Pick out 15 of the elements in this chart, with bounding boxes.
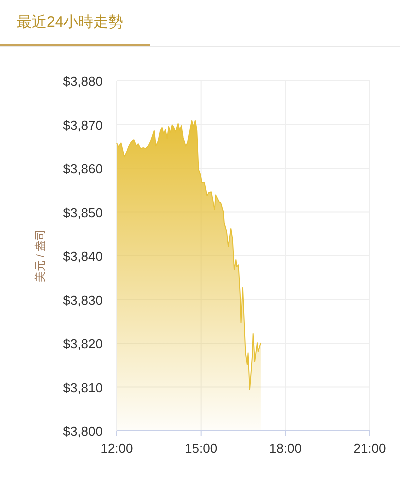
- y-tick-label: $3,830: [63, 292, 103, 308]
- x-tick-label: 21:00: [354, 441, 386, 456]
- y-tick-label: $3,840: [63, 249, 103, 264]
- x-tick-label: 18:00: [269, 441, 302, 456]
- y-tick-label: $3,850: [63, 205, 103, 220]
- y-tick-label: $3,820: [63, 336, 103, 352]
- y-tick-label: $3,880: [63, 74, 103, 89]
- chart-title: 最近24小時走勢: [17, 14, 124, 31]
- y-tick-label: $3,870: [63, 118, 103, 133]
- x-tick-label: 15:00: [185, 441, 218, 456]
- y-axis-title: 美元 / 盎司: [34, 229, 47, 283]
- y-tick-label: $3,810: [63, 380, 103, 396]
- y-tick-label: $3,800: [63, 424, 103, 439]
- y-tick-label: $3,860: [63, 162, 103, 176]
- x-tick-label: 12:00: [100, 441, 134, 456]
